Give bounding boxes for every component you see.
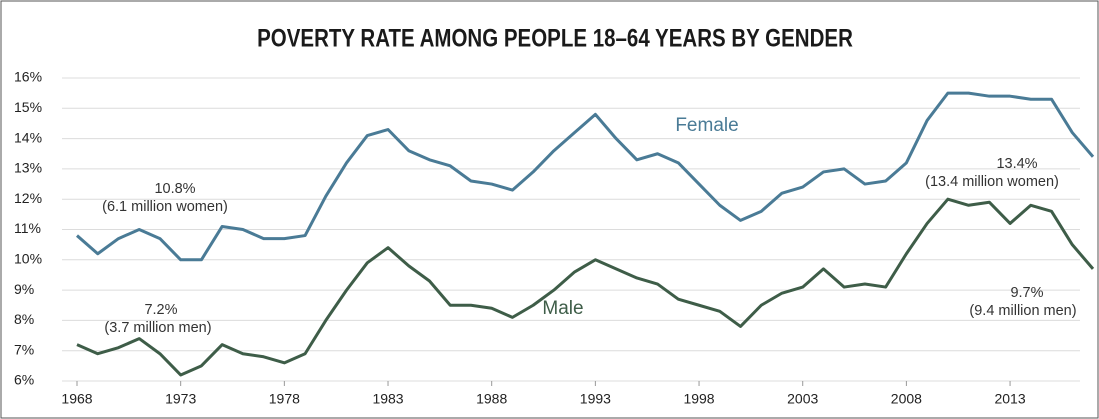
annotation: (3.7 million men)	[104, 320, 211, 336]
annotation: 9.7%	[1010, 285, 1043, 301]
y-tick-label: 14%	[14, 129, 42, 145]
x-tick-label: 1988	[476, 391, 507, 407]
y-tick-label: 7%	[14, 341, 34, 357]
y-tick-label: 13%	[14, 160, 42, 176]
x-tick-label: 1978	[269, 391, 300, 407]
x-tick-label: 1998	[683, 391, 714, 407]
y-tick-label: 12%	[14, 190, 42, 206]
annotation: 13.4%	[996, 156, 1037, 172]
x-tick-label: 1993	[580, 391, 611, 407]
chart-title: POVERTY RATE AMONG PEOPLE 18–64 YEARS BY…	[257, 24, 853, 52]
series-label: Female	[675, 115, 738, 136]
y-tick-label: 6%	[14, 372, 34, 388]
x-tick-label: 1968	[61, 391, 92, 407]
y-tick-label: 15%	[14, 99, 42, 115]
y-tick-label: 8%	[14, 311, 34, 327]
annotation: (13.4 million women)	[925, 174, 1059, 190]
x-tick-label: 2008	[891, 391, 922, 407]
annotation: (9.4 million men)	[969, 303, 1076, 319]
series-label: Male	[542, 298, 583, 319]
annotation: 10.8%	[154, 181, 195, 197]
x-tick-label: 2003	[787, 391, 818, 407]
x-tick-label: 2013	[994, 391, 1025, 407]
y-tick-label: 11%	[14, 220, 41, 236]
annotation: 7.2%	[144, 302, 177, 318]
x-tick-label: 1973	[165, 391, 196, 407]
y-tick-label: 10%	[14, 251, 42, 267]
y-tick-label: 16%	[14, 69, 42, 85]
line-series	[76, 91, 1095, 262]
line-series	[76, 197, 1095, 377]
annotation: (6.1 million women)	[102, 199, 228, 215]
x-tick-label: 1983	[372, 391, 403, 407]
y-tick-label: 9%	[14, 281, 34, 297]
